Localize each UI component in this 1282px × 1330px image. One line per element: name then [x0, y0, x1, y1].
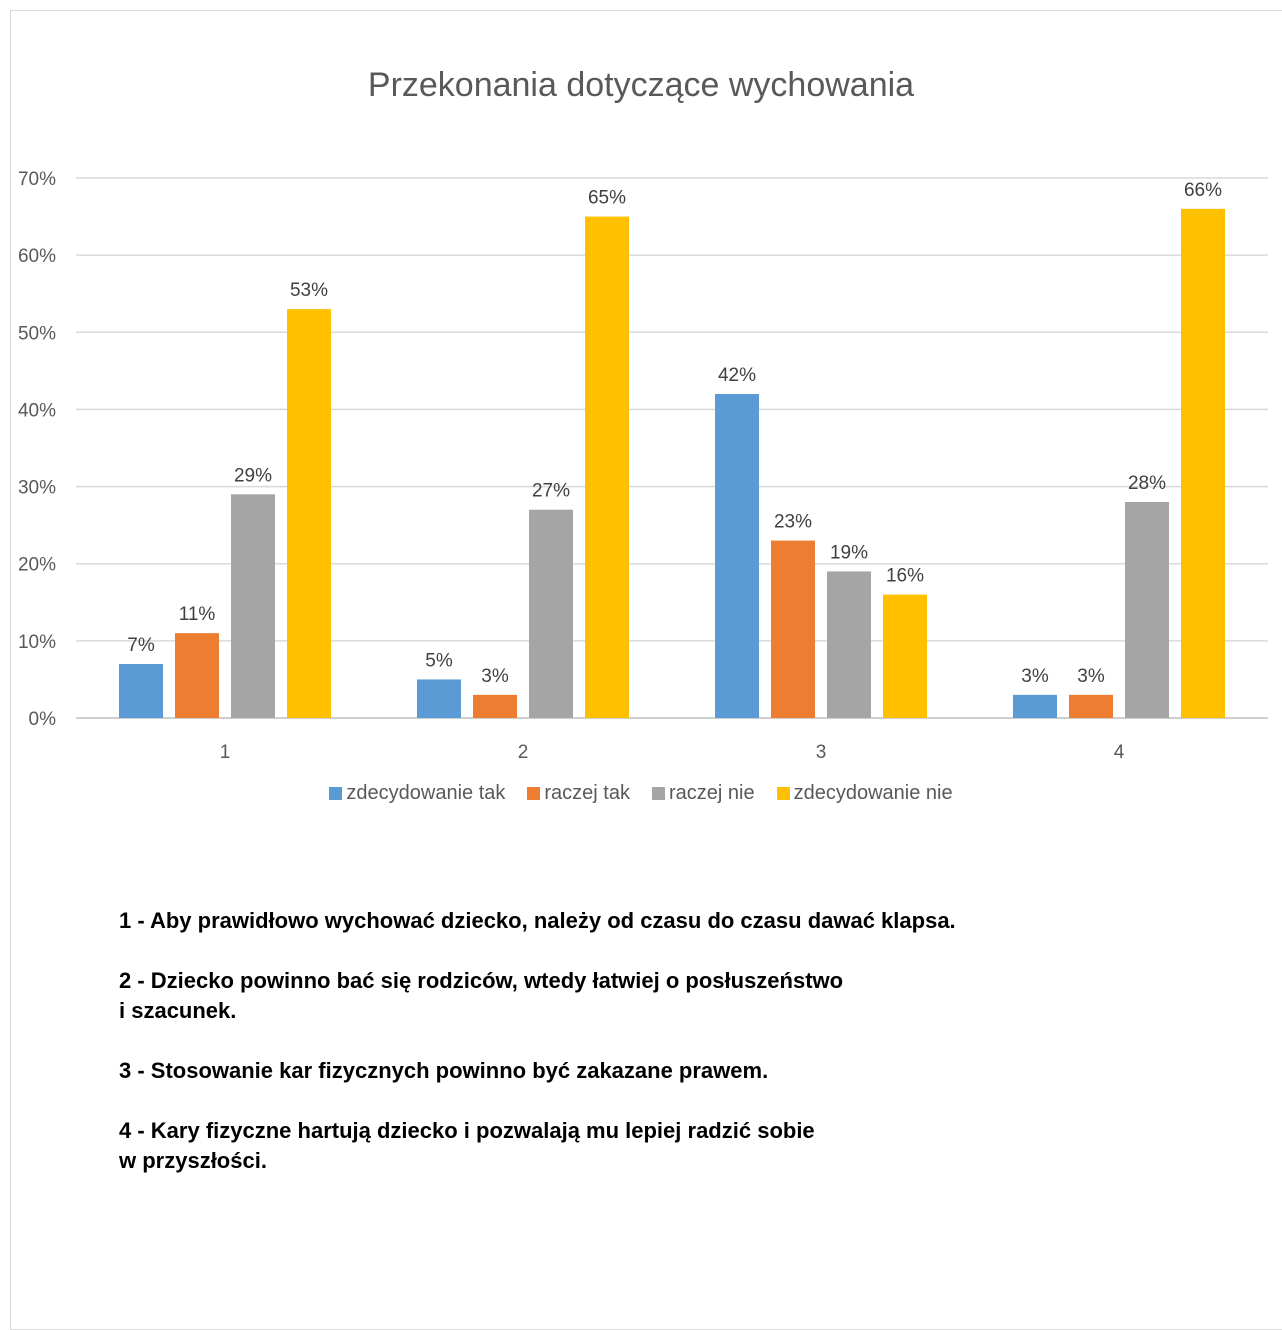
statement-note: 4 - Kary fizyczne hartują dziecko i pozw… [119, 1116, 1119, 1176]
bar [417, 679, 461, 718]
bar [119, 664, 163, 718]
data-label: 53% [290, 280, 328, 301]
data-label: 5% [425, 650, 453, 671]
legend-label: zdecydowanie tak [346, 782, 506, 804]
y-tick-label: 70% [18, 169, 56, 190]
data-label: 66% [1184, 180, 1222, 201]
bar [771, 540, 815, 718]
statement-text: w przyszłości. [119, 1148, 267, 1173]
legend-swatch [776, 787, 790, 800]
bar [287, 309, 331, 718]
statement-text: 2 - Dziecko powinno bać się rodziców, wt… [119, 968, 844, 993]
y-tick-label: 20% [18, 555, 56, 576]
bar [1181, 208, 1225, 718]
bar [585, 216, 629, 719]
bar [175, 633, 219, 718]
statement-text: 4 - Kary fizyczne hartują dziecko i pozw… [119, 1118, 815, 1143]
bar [1125, 502, 1169, 718]
data-label: 3% [1077, 666, 1105, 687]
bar [529, 509, 573, 718]
bar [827, 571, 871, 718]
legend-swatch [329, 787, 343, 800]
statement-note: 3 - Stosowanie kar fizycznych powinno by… [119, 1056, 1119, 1086]
bar [231, 494, 275, 718]
statement-text: 1 - Aby prawidłowo wychować dziecko, nal… [119, 908, 956, 933]
bar [715, 394, 759, 718]
data-label: 3% [481, 666, 509, 687]
y-tick-label: 60% [18, 246, 56, 267]
data-label: 23% [774, 512, 812, 533]
legend-swatch [651, 787, 665, 800]
bar [883, 594, 927, 718]
bar [473, 694, 517, 718]
legend-item: raczej nie [651, 782, 755, 805]
data-label: 11% [179, 604, 216, 625]
statement-note: 1 - Aby prawidłowo wychować dziecko, nal… [119, 906, 1119, 936]
statement-note: 2 - Dziecko powinno bać się rodziców, wt… [119, 966, 1119, 1026]
x-tick-label: 2 [518, 742, 529, 763]
data-label: 42% [718, 365, 756, 386]
legend-label: raczej tak [544, 782, 630, 804]
legend-swatch [527, 787, 541, 800]
chart-legend: zdecydowanie tak raczej tak raczej nie z… [0, 782, 1282, 805]
statement-text: i szacunek. [119, 998, 237, 1023]
legend-label: raczej nie [668, 782, 755, 804]
data-label: 65% [588, 188, 626, 209]
data-label: 16% [886, 566, 924, 587]
data-label: 3% [1021, 666, 1049, 687]
bar-chart: 0% 10% 20% 30% 40% 50% 60% 70% 7% 11% 29% 53% 1 5% 3% 2… [18, 169, 1268, 763]
legend-item: zdecydowanie nie [776, 782, 953, 805]
legend-label: zdecydowanie nie [793, 782, 953, 804]
bar [1069, 694, 1113, 718]
data-label: 19% [830, 542, 868, 563]
y-tick-label: 50% [18, 323, 56, 344]
data-label: 29% [234, 465, 272, 486]
data-label: 28% [1128, 473, 1166, 494]
legend-item: raczej tak [527, 782, 630, 805]
x-tick-label: 4 [1114, 742, 1125, 763]
x-tick-label: 3 [816, 742, 827, 763]
data-label: 7% [127, 635, 155, 656]
statement-notes: 1 - Aby prawidłowo wychować dziecko, nal… [119, 906, 1119, 1206]
data-label: 27% [532, 481, 570, 502]
y-tick-label: 0% [29, 709, 57, 730]
legend-item: zdecydowanie tak [329, 782, 505, 805]
y-tick-label: 40% [18, 400, 56, 421]
y-tick-label: 30% [18, 478, 56, 499]
chart-title: Przekonania dotyczące wychowania [367, 66, 915, 104]
statement-text: 3 - Stosowanie kar fizycznych powinno by… [119, 1058, 769, 1083]
x-tick-label: 1 [220, 742, 231, 763]
y-tick-label: 10% [18, 632, 56, 653]
bar [1013, 694, 1057, 718]
